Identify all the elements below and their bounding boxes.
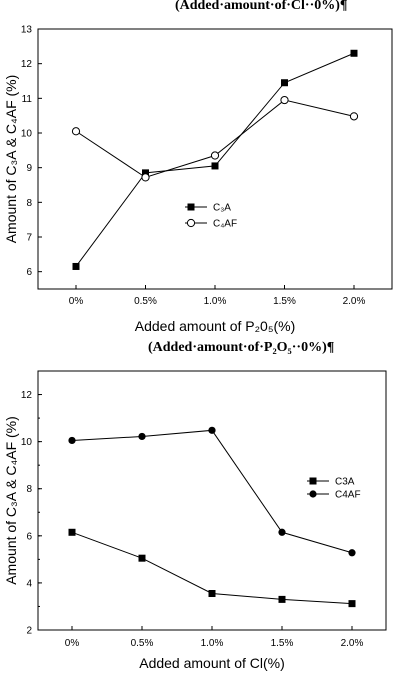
series-1 xyxy=(71,95,359,182)
data-point xyxy=(281,79,288,87)
series-0 xyxy=(68,528,356,608)
data-point xyxy=(210,151,220,160)
x-tick-label: 2.0% xyxy=(341,638,364,649)
legend-item: C₄AF xyxy=(185,219,237,230)
x-tick-label: 1.5% xyxy=(273,296,296,307)
x-tick-label: 1.0% xyxy=(201,638,224,649)
data-point xyxy=(71,127,81,136)
data-point xyxy=(142,169,149,177)
y-tick-label: 4 xyxy=(26,578,32,589)
data-point xyxy=(349,112,359,121)
y-axis-label: Amount of C₃A & C₄AF (%) xyxy=(3,75,19,244)
data-point xyxy=(348,549,356,557)
y-tick-label: 13 xyxy=(21,25,33,36)
y-tick-label: 6 xyxy=(26,267,32,278)
data-point xyxy=(208,590,216,598)
y-tick-label: 12 xyxy=(21,59,33,70)
data-point xyxy=(278,528,286,536)
y-tick-label: 10 xyxy=(21,437,33,448)
legend-item: C4AF xyxy=(307,490,361,501)
caption-top: (Added·amount·of·Cl··0%)¶ xyxy=(175,0,348,13)
y-tick-label: 10 xyxy=(21,129,33,140)
legend-marker xyxy=(186,218,196,228)
x-tick-label: 0.5% xyxy=(134,296,157,307)
data-point xyxy=(208,426,216,434)
y-tick-label: 9 xyxy=(26,163,32,174)
x-axis-label: Added amount of Cl(%) xyxy=(139,655,285,671)
series-1 xyxy=(68,426,356,557)
y-axis-label: Amount of C₃A & C₄AF (%) xyxy=(3,416,19,585)
y-tick-label: 12 xyxy=(21,390,33,401)
legend-label: C₃A xyxy=(213,203,231,214)
chart-top: 6 7 8 9 10 11 12 13 0% 0.5% 1.0% 1.5% 2.0% Added amou… xyxy=(3,25,393,334)
caption-bottom: (Added·amount·of·P₂O₅··0%)¶ xyxy=(148,340,335,355)
y-tick-label: 7 xyxy=(26,233,32,244)
data-point xyxy=(68,528,76,536)
legend-label: C3A xyxy=(335,477,355,488)
legend-item: C₃A xyxy=(185,203,231,214)
legend-label: C₄AF xyxy=(213,219,237,230)
y-tick-label: 8 xyxy=(26,484,32,495)
data-point xyxy=(68,436,76,445)
legend-marker xyxy=(309,477,317,485)
x-axis-label: Added amount of P₂0₅(%) xyxy=(135,318,296,334)
x-tick-label: 2.0% xyxy=(343,296,366,307)
data-point xyxy=(138,554,146,562)
y-tick-label: 8 xyxy=(26,198,32,209)
chart-bottom: 2 4 6 8 10 12 0% 0.5% 1.0% 1.5% 2.0% Added amount o… xyxy=(3,370,387,671)
data-point xyxy=(280,95,289,105)
series-line xyxy=(75,52,355,267)
data-point xyxy=(350,49,358,57)
data-point xyxy=(72,262,80,270)
data-point xyxy=(138,432,146,441)
x-tick-label: 1.5% xyxy=(271,638,294,649)
y-tick-label: 2 xyxy=(26,626,32,637)
x-tick-label: 1.0% xyxy=(204,296,227,307)
series-line xyxy=(71,429,353,554)
data-point xyxy=(141,173,150,182)
legend-marker xyxy=(309,490,317,498)
x-tick-label: 0% xyxy=(65,638,80,649)
data-point xyxy=(211,162,219,170)
y-tick-label: 6 xyxy=(26,531,32,542)
legend-marker xyxy=(187,203,195,211)
data-point xyxy=(348,600,356,608)
x-tick-label: 0.5% xyxy=(131,638,154,649)
series-0 xyxy=(72,49,358,270)
legend-label: C4AF xyxy=(335,490,361,501)
legend-item: C3A xyxy=(307,477,355,488)
x-tick-label: 0% xyxy=(69,296,84,307)
y-tick-label: 11 xyxy=(22,94,33,105)
data-point xyxy=(278,595,286,603)
